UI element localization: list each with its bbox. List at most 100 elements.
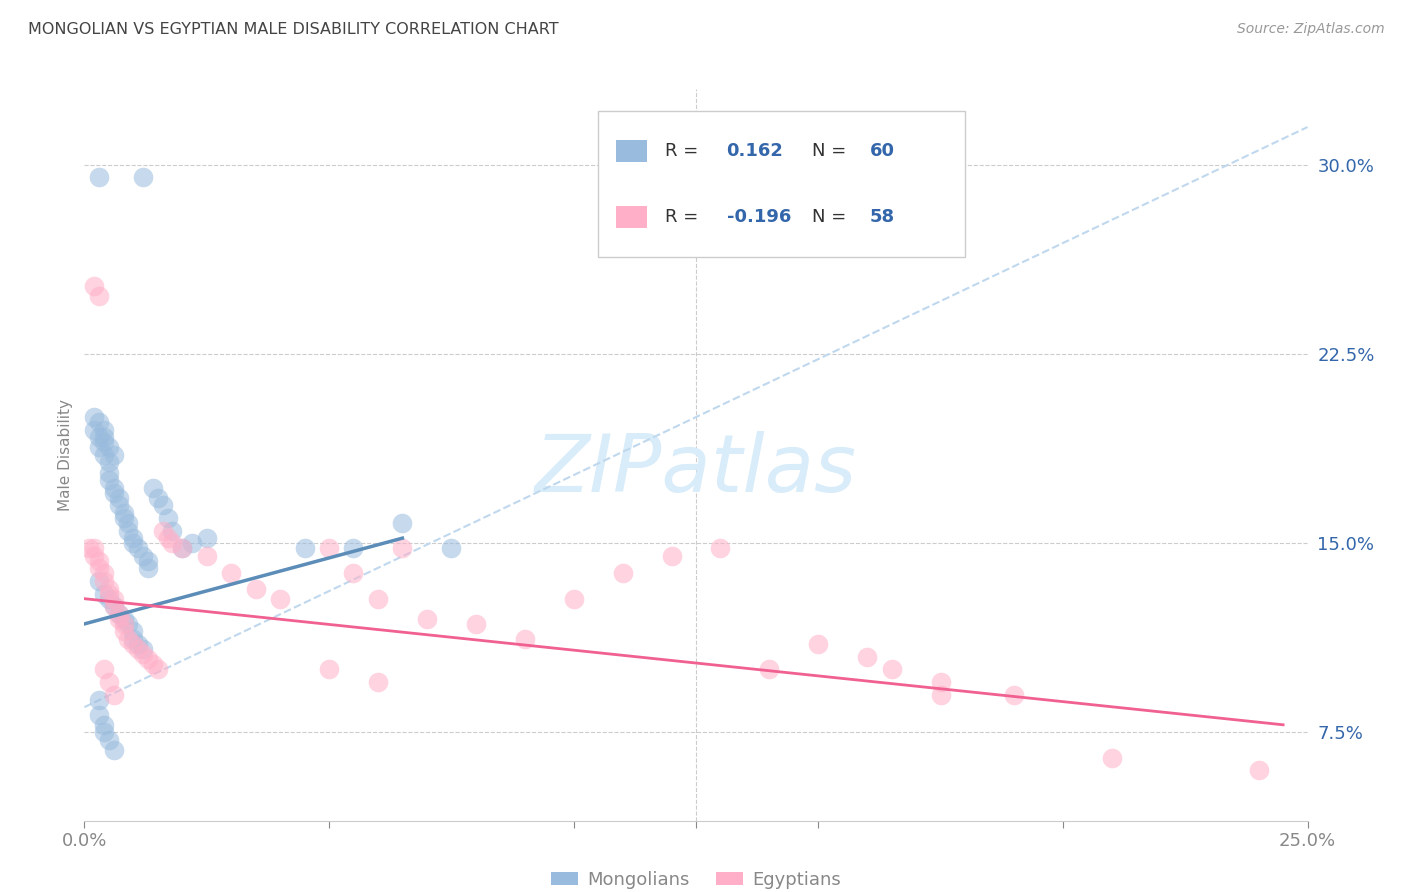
Point xyxy=(103,485,125,500)
Point xyxy=(112,511,135,525)
Text: MONGOLIAN VS EGYPTIAN MALE DISABILITY CORRELATION CHART: MONGOLIAN VS EGYPTIAN MALE DISABILITY CO… xyxy=(28,22,558,37)
Point xyxy=(122,624,145,639)
Point xyxy=(318,662,340,676)
Point xyxy=(87,574,110,588)
Point xyxy=(83,541,105,556)
Point xyxy=(416,612,439,626)
Point xyxy=(107,607,129,621)
Point xyxy=(709,541,731,556)
Point xyxy=(83,549,105,563)
Point xyxy=(929,688,952,702)
Point xyxy=(245,582,267,596)
Point xyxy=(219,566,242,581)
Point xyxy=(112,612,135,626)
Point xyxy=(103,599,125,614)
Point xyxy=(93,725,115,739)
Point xyxy=(856,649,879,664)
Point xyxy=(107,491,129,505)
Point xyxy=(97,733,120,747)
Point xyxy=(87,441,110,455)
Text: Source: ZipAtlas.com: Source: ZipAtlas.com xyxy=(1237,22,1385,37)
Point xyxy=(152,499,174,513)
Point xyxy=(294,541,316,556)
Point xyxy=(83,423,105,437)
Bar xyxy=(616,140,647,162)
Text: 60: 60 xyxy=(870,143,894,161)
Text: N =: N = xyxy=(813,208,852,227)
Point xyxy=(562,591,585,606)
Point xyxy=(156,531,179,545)
Point xyxy=(117,516,139,530)
Point xyxy=(93,423,115,437)
Point xyxy=(93,435,115,450)
Point xyxy=(880,662,903,676)
Point xyxy=(93,430,115,444)
Point xyxy=(93,574,115,588)
Point xyxy=(83,279,105,293)
Point xyxy=(87,692,110,706)
Point xyxy=(367,674,389,689)
Point xyxy=(97,674,120,689)
Point xyxy=(513,632,536,646)
Point xyxy=(87,289,110,303)
Point xyxy=(107,612,129,626)
Point xyxy=(112,624,135,639)
Point xyxy=(156,511,179,525)
Point xyxy=(162,524,184,538)
Y-axis label: Male Disability: Male Disability xyxy=(58,399,73,511)
Point xyxy=(391,516,413,530)
Point xyxy=(83,410,105,425)
Point xyxy=(112,616,135,631)
Point xyxy=(172,541,194,556)
Point xyxy=(93,448,115,462)
Point xyxy=(87,707,110,722)
Point xyxy=(440,541,463,556)
Point xyxy=(127,642,149,657)
Point xyxy=(77,541,100,556)
Point xyxy=(342,541,364,556)
Text: R =: R = xyxy=(665,143,704,161)
Point xyxy=(142,657,165,672)
Point xyxy=(122,536,145,550)
Point xyxy=(87,561,110,575)
Point xyxy=(117,616,139,631)
Point xyxy=(612,566,634,581)
Point xyxy=(93,566,115,581)
Point xyxy=(122,632,145,646)
Point xyxy=(93,662,115,676)
Point xyxy=(1247,763,1270,777)
Point xyxy=(146,662,169,676)
Point xyxy=(103,688,125,702)
Point xyxy=(112,506,135,520)
Point xyxy=(162,536,184,550)
Text: R =: R = xyxy=(665,208,704,227)
Point xyxy=(1002,688,1025,702)
Point xyxy=(87,554,110,568)
Point xyxy=(103,448,125,462)
Point xyxy=(758,662,780,676)
Text: 0.162: 0.162 xyxy=(727,143,783,161)
Point xyxy=(117,632,139,646)
Point xyxy=(195,549,218,563)
Point xyxy=(97,587,120,601)
Point xyxy=(132,549,155,563)
Point xyxy=(367,591,389,606)
Point xyxy=(269,591,291,606)
Point xyxy=(195,531,218,545)
Point xyxy=(97,582,120,596)
Point xyxy=(103,743,125,757)
Point xyxy=(93,587,115,601)
Point xyxy=(103,591,125,606)
Point xyxy=(97,591,120,606)
Point xyxy=(97,473,120,487)
Point xyxy=(117,524,139,538)
Legend: Mongolians, Egyptians: Mongolians, Egyptians xyxy=(544,863,848,892)
Text: 58: 58 xyxy=(870,208,894,227)
Point xyxy=(103,481,125,495)
Point xyxy=(152,524,174,538)
Point xyxy=(391,541,413,556)
Point xyxy=(97,455,120,469)
Point xyxy=(97,441,120,455)
FancyBboxPatch shape xyxy=(598,112,965,258)
Point xyxy=(87,415,110,429)
